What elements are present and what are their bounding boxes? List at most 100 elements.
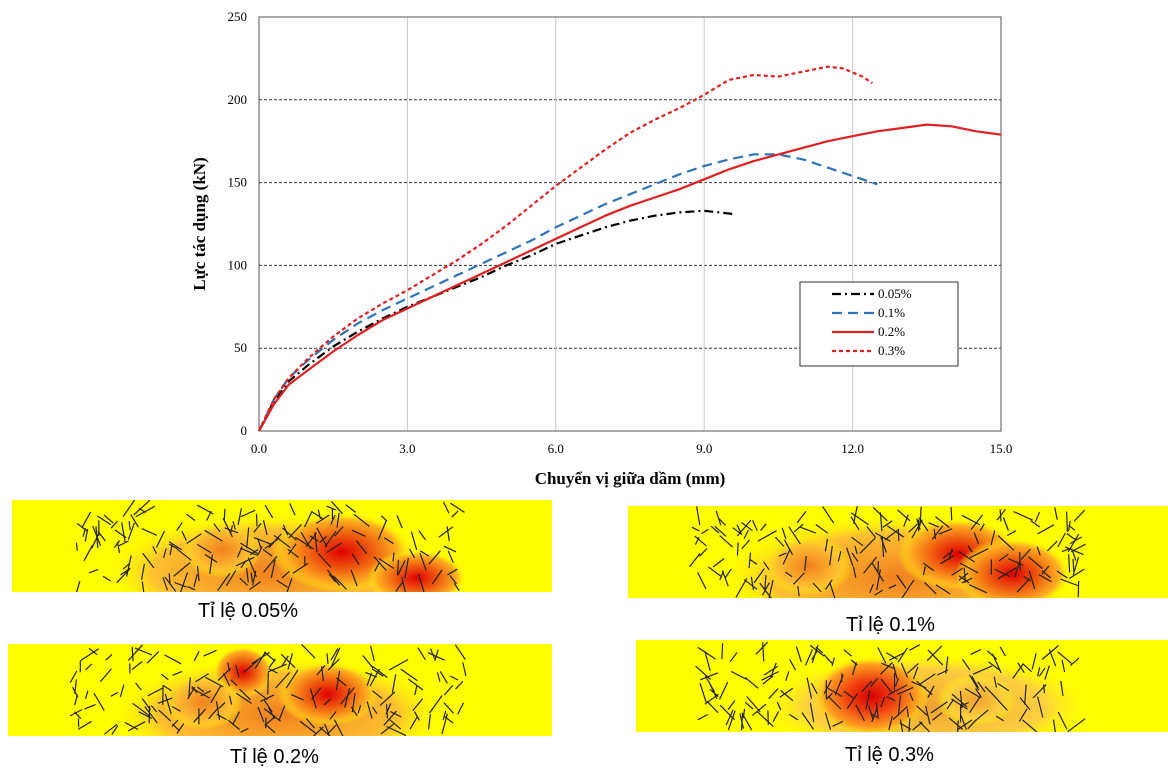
- crack-mark: [431, 569, 443, 585]
- crack-mark: [782, 550, 791, 565]
- crack-mark: [275, 672, 290, 689]
- crack-mark: [240, 547, 259, 557]
- crack-mark: [997, 682, 1010, 692]
- crack-mark: [150, 705, 158, 713]
- crack-mark: [131, 646, 134, 662]
- crack-mark: [822, 506, 835, 524]
- crack-mark: [1067, 520, 1071, 532]
- crack-mark: [951, 698, 968, 710]
- crack-mark: [444, 716, 454, 724]
- crack-mark: [797, 585, 800, 597]
- crack-mark: [975, 688, 982, 698]
- crack-mark: [869, 677, 879, 688]
- crack-mark: [330, 648, 339, 661]
- crack-mark: [449, 575, 457, 585]
- crack-mark: [88, 568, 99, 574]
- crack-mark: [317, 552, 332, 568]
- crack-mark: [392, 552, 395, 562]
- crack-mark: [1024, 684, 1027, 705]
- crack-mark: [246, 527, 250, 549]
- crack-mark: [732, 527, 743, 536]
- crack-mark: [916, 705, 928, 716]
- crack-mark: [998, 553, 1009, 562]
- crack-mark: [357, 705, 362, 714]
- crack-mark: [812, 582, 822, 593]
- crack-heatmap-0.1: [628, 504, 1168, 642]
- crack-mark: [1018, 708, 1028, 722]
- crack-mark: [879, 512, 883, 532]
- y-tick-label: 250: [228, 9, 248, 24]
- crack-mark: [912, 666, 919, 680]
- crack-mark: [299, 720, 317, 735]
- crack-mark: [1061, 547, 1072, 553]
- crack-mark: [783, 539, 794, 555]
- crack-mark: [250, 572, 253, 582]
- crack-mark: [97, 515, 112, 526]
- crack-mark: [335, 670, 341, 691]
- crack-mark: [1054, 507, 1058, 520]
- crack-mark: [329, 711, 337, 720]
- crack-mark: [1022, 719, 1038, 733]
- crack-mark: [1044, 665, 1050, 680]
- crack-mark: [319, 726, 332, 738]
- crack-mark: [390, 711, 402, 718]
- crack-mark: [1069, 657, 1080, 667]
- crack-mark: [455, 680, 464, 690]
- crack-mark: [240, 728, 249, 733]
- crack-mark: [135, 505, 156, 518]
- crack-mark: [370, 645, 375, 662]
- crack-mark: [267, 707, 276, 719]
- crack-mark: [262, 520, 268, 536]
- crack-mark: [1066, 511, 1068, 533]
- crack-mark: [287, 653, 293, 670]
- crack-mark: [1006, 530, 1017, 537]
- crack-mark: [759, 582, 773, 600]
- panel-label-0.2: Tỉ lệ 0.2%: [230, 746, 319, 768]
- crack-mark: [230, 679, 238, 687]
- crack-mark: [204, 529, 223, 542]
- crack-mark: [1069, 536, 1083, 545]
- crack-mark: [174, 581, 187, 588]
- crack-mark: [453, 582, 460, 592]
- y-tick-label: 100: [228, 257, 248, 272]
- crack-mark: [196, 565, 200, 582]
- crack-mark: [796, 510, 807, 524]
- crack-mark: [84, 690, 89, 700]
- crack-mark: [327, 569, 341, 586]
- crack-mark: [203, 649, 217, 657]
- crack-mark: [247, 557, 257, 578]
- crack-mark: [110, 691, 119, 697]
- crack-mark: [371, 665, 388, 678]
- crack-mark: [418, 573, 426, 595]
- crack-mark: [305, 718, 315, 729]
- crack-mark: [396, 515, 403, 529]
- crack-mark: [449, 675, 459, 681]
- crack-mark: [158, 709, 172, 722]
- crack-mark: [443, 684, 454, 696]
- crack-mark: [1052, 719, 1056, 733]
- crack-mark: [852, 662, 857, 676]
- crack-mark: [418, 530, 426, 541]
- crack-mark: [270, 559, 276, 579]
- crack-mark: [257, 538, 262, 549]
- crack-mark: [102, 575, 111, 582]
- crack-mark: [447, 550, 454, 563]
- crack-mark: [888, 584, 897, 589]
- crack-mark: [116, 568, 131, 584]
- crack-mark: [832, 720, 844, 727]
- crack-mark: [760, 523, 767, 531]
- crack-mark: [268, 668, 278, 674]
- crack-mark: [162, 684, 172, 692]
- crack-mark: [135, 682, 142, 691]
- y-axis-title: Lực tác dụng (kN): [190, 157, 209, 290]
- crack-mark: [827, 695, 842, 710]
- crack-mark: [164, 654, 182, 665]
- crack-mark: [746, 696, 761, 713]
- crack-mark: [124, 721, 139, 731]
- crack-mark: [1061, 659, 1066, 673]
- crack-mark: [824, 712, 832, 730]
- crack-mark: [887, 684, 908, 696]
- x-tick-label: 3.0: [399, 441, 415, 456]
- crack-mark: [69, 670, 78, 683]
- crack-mark: [706, 700, 719, 714]
